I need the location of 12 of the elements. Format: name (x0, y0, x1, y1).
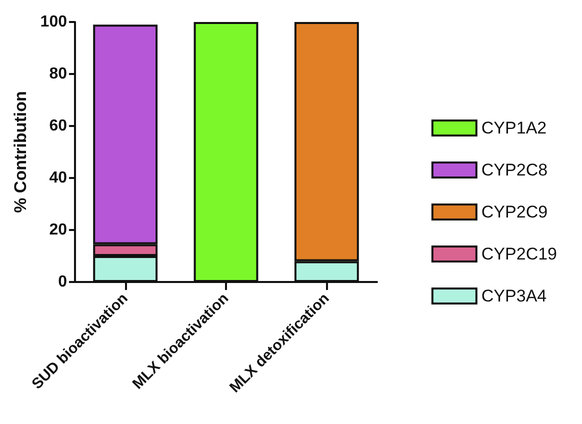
y-tick-label: 80 (49, 66, 68, 82)
y-tick-label: 20 (49, 222, 68, 238)
y-tick-label: 100 (40, 14, 68, 30)
legend-label: CYP3A4 (481, 286, 547, 306)
y-tick-label: 60 (49, 118, 68, 134)
legend-label: CYP2C9 (481, 202, 548, 222)
y-tick-label: 0 (58, 274, 68, 290)
legend-label: CYP2C19 (481, 244, 558, 264)
legend-label: CYP1A2 (481, 118, 547, 138)
legend-label: CYP2C8 (481, 160, 548, 180)
y-axis-title: % Contribution (11, 91, 30, 213)
y-tick-label: 40 (49, 170, 68, 186)
